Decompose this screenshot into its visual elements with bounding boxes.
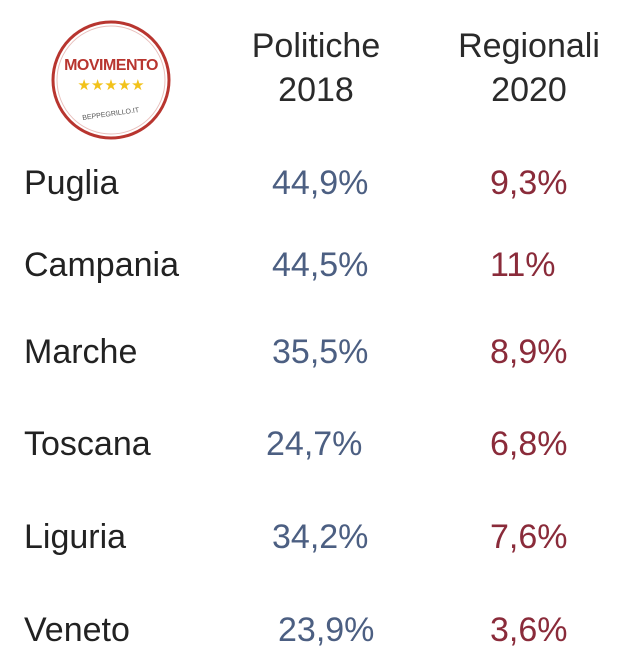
- politiche-2018-value: 35,5%: [272, 333, 369, 371]
- column-header-line: Politiche: [251, 27, 381, 65]
- regionali-2020-value: 9,3%: [490, 164, 568, 202]
- regionali-2020-value: 6,8%: [490, 425, 568, 463]
- region-name: Veneto: [24, 611, 130, 649]
- regionali-2020-value: 8,9%: [490, 333, 568, 371]
- column-header-politiche-2018: Politiche 2018: [236, 24, 396, 112]
- column-header-line: 2020: [491, 71, 567, 109]
- region-name: Toscana: [24, 425, 151, 463]
- region-name: Marche: [24, 333, 138, 371]
- region-name: Liguria: [24, 518, 127, 556]
- column-header-line: Regionali: [458, 27, 600, 65]
- movimento-logo: MOVIMENTO ★★★★★ BEPPEGRILLO.IT: [51, 20, 171, 140]
- table-row: Liguria 34,2% 7,6%: [0, 507, 625, 567]
- table-row: Campania 44,5% 11%: [0, 235, 625, 295]
- logo-text: MOVIMENTO: [64, 57, 158, 74]
- table-row: Puglia 44,9% 9,3%: [0, 153, 625, 213]
- logo-stars-icon: ★★★★★: [77, 76, 144, 94]
- politiche-2018-value: 24,7%: [266, 425, 363, 463]
- column-header-regionali-2020: Regionali 2020: [438, 24, 620, 112]
- regionali-2020-value: 7,6%: [490, 518, 568, 556]
- region-name: Campania: [24, 246, 179, 284]
- politiche-2018-value: 23,9%: [278, 611, 375, 649]
- table-row: Marche 35,5% 8,9%: [0, 322, 625, 382]
- table-row: Toscana 24,7% 6,8%: [0, 414, 625, 474]
- politiche-2018-value: 34,2%: [272, 518, 369, 556]
- table-row: Veneto 23,9% 3,6%: [0, 600, 625, 660]
- regionali-2020-value: 3,6%: [490, 611, 568, 649]
- column-header-line: 2018: [278, 71, 354, 109]
- politiche-2018-value: 44,9%: [272, 164, 369, 202]
- politiche-2018-value: 44,5%: [272, 246, 369, 284]
- region-name: Puglia: [24, 164, 119, 202]
- regionali-2020-value: 11%: [490, 246, 556, 284]
